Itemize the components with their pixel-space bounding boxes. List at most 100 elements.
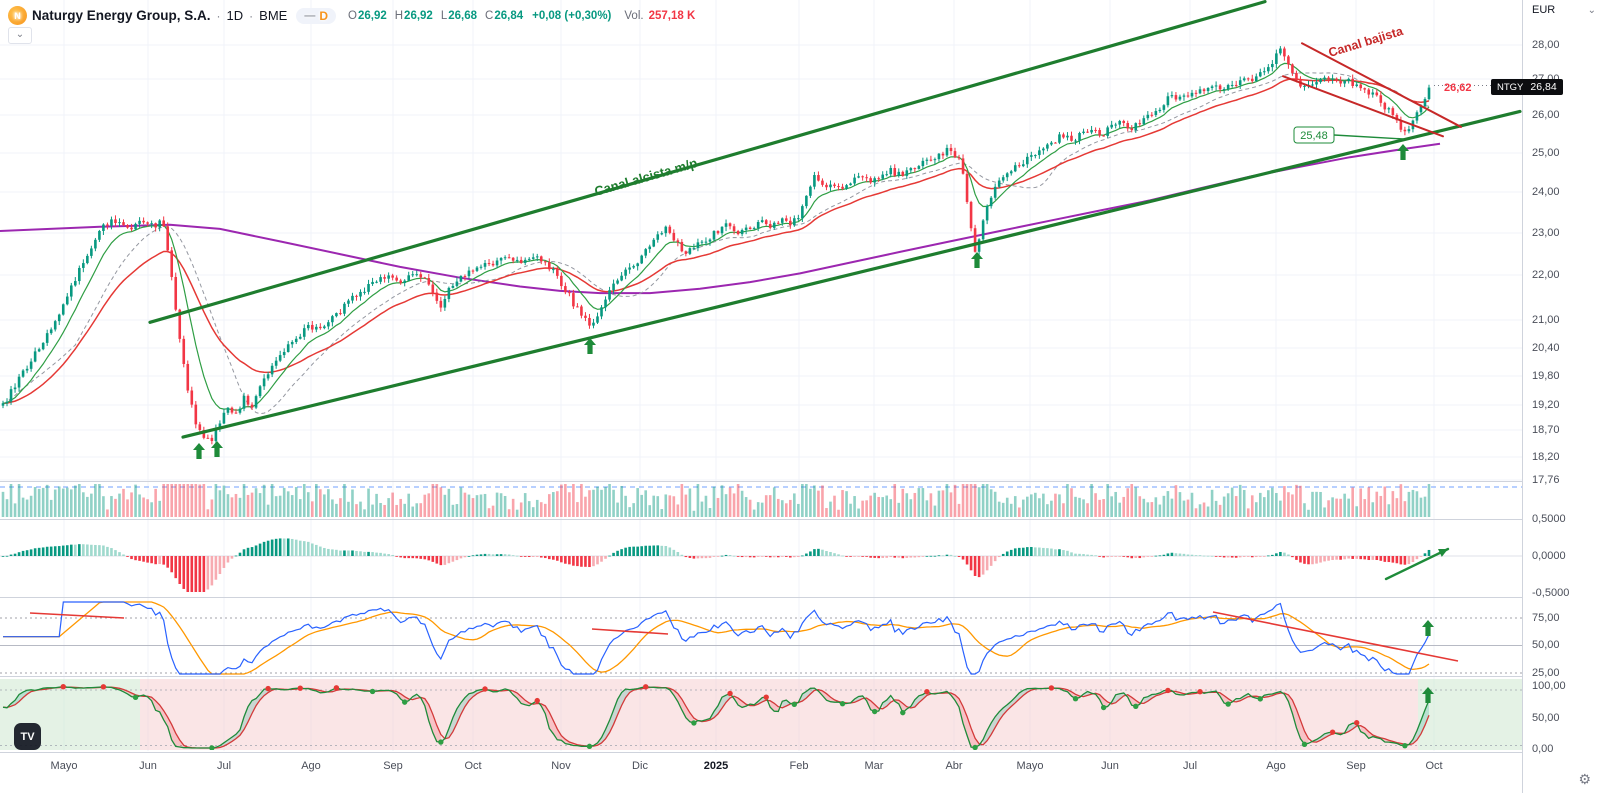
legend-separator: ·: [216, 8, 221, 23]
price-scale-label: 25,00: [1532, 147, 1560, 159]
price-scale-currency[interactable]: EUR ⌄: [1532, 4, 1596, 16]
buy-arrow-marker: [193, 443, 205, 459]
last-price-badge: NTGY 26,84: [1491, 79, 1563, 95]
timeframe-pill-label: D: [319, 8, 328, 23]
time-axis-label: Jun: [1101, 760, 1119, 772]
buy-arrow-marker: [1397, 144, 1409, 160]
ma-mid-dashed: [2, 72, 1430, 415]
low-price-callout: [1293, 126, 1335, 144]
buy-arrow-marker: [584, 338, 596, 354]
time-axis-label: Sep: [1346, 760, 1366, 772]
buy-arrow-marker: [211, 441, 223, 457]
time-axis-label: Jul: [216, 760, 232, 772]
tradingview-logo[interactable]: TV: [14, 723, 41, 750]
panel-dividers[interactable]: [0, 481, 1522, 677]
volume-label: Vol.: [624, 9, 644, 22]
macd-annotation-arrow: [1384, 547, 1450, 581]
price-scale-label: 23,00: [1532, 227, 1560, 239]
last-price-value: 26,84: [1530, 81, 1557, 93]
buy-arrow-marker: [1422, 620, 1434, 636]
price-scale-label: -0,5000: [1532, 587, 1570, 599]
chart-area[interactable]: Canal alcista m/p Canal bajista 25,48 26,62…: [0, 0, 1522, 752]
price-scale-label: 19,80: [1532, 370, 1560, 382]
rsi-trendline: [1212, 611, 1459, 662]
legend-collapse-button[interactable]: ⌄: [8, 27, 32, 44]
high-value: H 26,92: [394, 9, 433, 22]
bear-channel-label: Canal bajista: [1327, 24, 1406, 60]
time-axis-label: Jun: [139, 760, 157, 772]
time-axis-label: Ago: [301, 760, 321, 772]
change-value: +0,08 (+0,30%): [532, 9, 612, 22]
candles-layer: [0, 46, 1522, 445]
time-axis-label: Dic: [632, 760, 648, 772]
currency-label: EUR: [1532, 4, 1556, 16]
time-axis-label: Nov: [551, 760, 571, 772]
time-axis-label: Jul: [1182, 760, 1198, 772]
time-axis-label: Abr: [945, 760, 963, 772]
bear-channel-line: [1282, 75, 1444, 138]
price-scale-label: 21,00: [1532, 314, 1560, 326]
price-scale-label: 28,00: [1532, 39, 1560, 51]
price-scale-label: 17,76: [1532, 474, 1560, 486]
price-scale[interactable]: EUR ⌄ 28,0027,0026,0025,0024,0023,0022,0…: [1491, 0, 1600, 793]
symbol-name[interactable]: Naturgy Energy Group, S.A.: [32, 8, 211, 23]
gridlines: [0, 0, 1522, 751]
stoch-regime-background: [0, 679, 1522, 750]
dash-icon: —: [304, 9, 316, 22]
timeframe-label[interactable]: 1D: [226, 8, 244, 23]
macd-panel: [0, 538, 1522, 592]
price-scale-label: 0,0000: [1532, 550, 1566, 562]
rsi-panel: [0, 601, 1522, 675]
time-axis-label: 2025: [703, 760, 729, 772]
price-scale-label: 0,00: [1532, 743, 1554, 755]
volume-panel: [0, 484, 1522, 517]
rsi-trendline: [29, 612, 125, 619]
price-scale-label: 18,70: [1532, 424, 1560, 436]
ticker-label: NTGY: [1497, 81, 1524, 93]
price-scale-label: 100,00: [1532, 680, 1566, 692]
exchange-label[interactable]: BME: [259, 8, 288, 23]
chevron-down-icon: ⌄: [15, 29, 25, 40]
price-scale-label: 50,00: [1532, 639, 1560, 651]
svg-text:25,48: 25,48: [1300, 130, 1328, 142]
buy-arrow-marker: [1422, 687, 1434, 703]
volume-value: 257,18 K: [648, 9, 696, 22]
settings-gear-icon[interactable]: ⚙: [1578, 771, 1591, 787]
symbol-legend: N Naturgy Energy Group, S.A. · 1D · BME …: [8, 6, 695, 25]
rsi-trendline: [591, 628, 669, 635]
price-scale-label: 0,5000: [1532, 513, 1566, 525]
bull-channel-line: [181, 109, 1522, 439]
time-axis-label: Mayo: [1016, 760, 1044, 772]
chevron-down-icon: ⌄: [1587, 4, 1596, 16]
close-value: C 26,84: [485, 9, 524, 22]
ma-200-purple: [0, 142, 1441, 295]
time-axis-label: Ago: [1266, 760, 1286, 772]
price-scale-label: 24,00: [1532, 186, 1560, 198]
time-axis-label: Oct: [1425, 760, 1443, 772]
low-value: L 26,68: [440, 9, 478, 22]
ma-value-label: 26,62: [1444, 82, 1472, 94]
bear-channel-line: [1301, 42, 1462, 128]
time-axis-label: Feb: [789, 760, 809, 772]
legend-separator: ·: [249, 8, 254, 23]
price-scale-label: 22,00: [1532, 269, 1560, 281]
price-scale-label: 25,00: [1532, 667, 1560, 679]
symbol-logo-icon: N: [8, 6, 27, 25]
open-value: O 26,92: [348, 9, 387, 22]
stoch-panel: [0, 684, 1522, 750]
buy-arrow-marker: [971, 252, 983, 268]
price-scale-label: 50,00: [1532, 712, 1560, 724]
price-scale-label: 75,00: [1532, 612, 1560, 624]
ma-slow-red: [2, 78, 1430, 404]
time-axis-label: Mayo: [50, 760, 78, 772]
price-scale-label: 20,40: [1532, 342, 1560, 354]
time-axis[interactable]: Mayo Jun Jul Ago Sep Oct Nov Dic 2025 Feb Mar Abr Ma…: [0, 752, 1522, 793]
time-axis-label: Sep: [383, 760, 403, 772]
time-axis-label: Oct: [464, 760, 482, 772]
time-axis-label: Mar: [864, 760, 884, 772]
timeframe-pill[interactable]: — D: [296, 7, 336, 24]
price-scale-label: 18,20: [1532, 451, 1560, 463]
bull-channel-line: [148, 0, 1267, 324]
